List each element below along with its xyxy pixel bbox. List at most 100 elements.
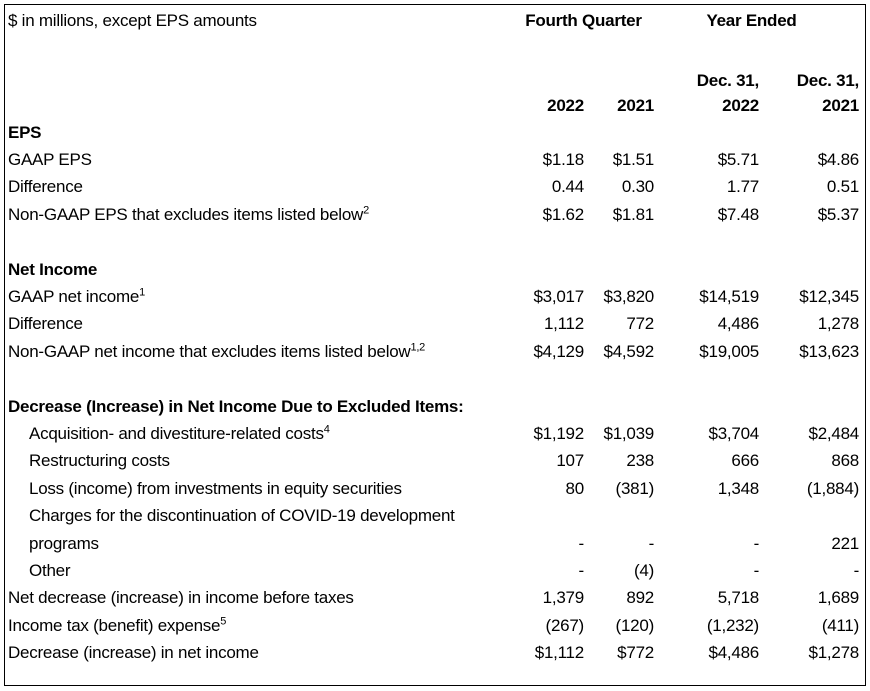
row-label: Net decrease (increase) in income before… — [5, 585, 489, 612]
cell-value: $13,623 — [799, 341, 859, 361]
row-label: Non-GAAP EPS that excludes items listed … — [5, 201, 489, 228]
cell-value: (120) — [615, 615, 655, 635]
table-row: Difference 1,112 772 4,486 1,278 — [5, 311, 865, 338]
row-label: Non-GAAP net income that excludes items … — [5, 338, 489, 365]
cell-value: 1.77 — [726, 177, 759, 197]
cell-value: 666 — [731, 451, 759, 471]
cell-value — [654, 393, 759, 420]
table-row: programs - - - 221 — [5, 530, 865, 557]
row-label-text: Income tax (benefit) expense — [8, 615, 221, 635]
cell-value: $1,278 — [808, 643, 860, 663]
table-row: Other - (4) - - — [5, 557, 865, 584]
row-label: Acquisition- and divestiture-related cos… — [5, 420, 489, 447]
spacer-row — [5, 229, 865, 256]
row-label-text: Difference — [8, 314, 83, 334]
cell-value: $1,039 — [603, 423, 654, 443]
cell-value — [584, 393, 654, 420]
financial-reconciliation-sheet: $ in millions, except EPS amounts Fourth… — [4, 4, 866, 686]
cell-value: $5.37 — [817, 204, 860, 224]
row-label-text: Net decrease (increase) in income before… — [8, 588, 354, 608]
reconciliation-table: $ in millions, except EPS amounts Fourth… — [5, 5, 865, 667]
row-label-text: Acquisition- and divestiture-related cos… — [29, 423, 324, 443]
row-label-text: GAAP EPS — [8, 150, 92, 170]
cell-value — [759, 393, 865, 420]
row-label: Decrease (increase) in net income — [5, 639, 489, 666]
empty-cell — [5, 91, 489, 119]
cell-value: $1.51 — [612, 150, 655, 170]
footnote-superscript: 4 — [323, 423, 330, 436]
cell-value: $772 — [617, 643, 654, 663]
year-column-header: 2022 — [722, 96, 759, 115]
row-label-text: GAAP net income — [8, 287, 140, 307]
cell-value: 238 — [626, 451, 654, 471]
cell-value: 892 — [626, 588, 654, 608]
table-row: Restructuring costs 107 238 666 868 — [5, 448, 865, 475]
cell-value: (4) — [633, 560, 654, 580]
cell-value: $1,192 — [533, 423, 584, 443]
header-row-groups: $ in millions, except EPS amounts Fourth… — [5, 5, 865, 41]
cell-value: $1.81 — [612, 204, 655, 224]
footnote-superscript: 2 — [363, 204, 369, 217]
row-label-text: Restructuring costs — [29, 451, 170, 471]
cell-value: $4,486 — [708, 643, 759, 663]
cell-value: 1,112 — [543, 314, 584, 334]
cell-value: 0.51 — [826, 177, 859, 197]
cell-value: $12,345 — [799, 287, 859, 307]
year-column-header: 2021 — [617, 96, 654, 115]
table-row: GAAP EPS $1.18 $1.51 $5.71 $4.86 — [5, 146, 865, 173]
cell-value: 0.44 — [551, 177, 584, 197]
cell-value: $3,017 — [533, 287, 584, 307]
empty-cell — [489, 41, 584, 91]
cell-value: $5.71 — [717, 150, 760, 170]
row-label: Loss (income) from investments in equity… — [5, 475, 489, 502]
cell-value: 868 — [831, 451, 859, 471]
column-group-fourth-quarter: Fourth Quarter — [525, 11, 642, 30]
row-label-text: Difference — [8, 177, 83, 197]
cell-value: $1.62 — [542, 204, 585, 224]
cell-value: 5,718 — [717, 588, 760, 608]
row-label: GAAP net income1 — [5, 283, 489, 310]
row-label: Other — [5, 557, 489, 584]
cell-value: (381) — [615, 478, 655, 498]
cell-value: - — [578, 560, 585, 580]
spacer-row — [5, 366, 865, 393]
section-label: Decrease (Increase) in Net Income Due to… — [5, 393, 489, 420]
row-label-text: Decrease (increase) in net income — [8, 643, 259, 663]
cell-value: 107 — [556, 451, 584, 471]
cell-value — [654, 256, 759, 283]
year-column-header: 2021 — [822, 96, 859, 115]
cell-value: $1.18 — [542, 150, 585, 170]
cell-value: 221 — [831, 533, 859, 553]
cell-value: $1,112 — [534, 643, 584, 663]
row-label-text: Decrease (Increase) in Net Income Due to… — [8, 396, 464, 416]
table-row: Income tax (benefit) expense5 (267) (120) (… — [5, 612, 865, 639]
cell-value: - — [853, 560, 860, 580]
row-label-text: Non-GAAP EPS that excludes items listed … — [8, 204, 364, 224]
header-row-years: 2022 2021 2022 2021 — [5, 91, 865, 119]
row-label-text: programs — [29, 533, 99, 553]
table-row: GAAP net income1 $3,017 $3,820 $14,519 $12,3… — [5, 283, 865, 310]
row-label: Difference — [5, 174, 489, 201]
cell-value: $4,592 — [603, 341, 654, 361]
cell-value — [584, 119, 654, 146]
table-row: Net decrease (increase) in income before… — [5, 585, 865, 612]
row-label: Income tax (benefit) expense5 — [5, 612, 489, 639]
row-label: GAAP EPS — [5, 146, 489, 173]
cell-value: (267) — [545, 615, 585, 635]
cell-value: 1,348 — [717, 478, 760, 498]
cell-value — [584, 502, 654, 529]
footnote-superscript: 1 — [139, 286, 145, 299]
section-label: Net Income — [5, 256, 489, 283]
cell-value — [654, 119, 759, 146]
cell-value — [489, 119, 584, 146]
cell-value: $3,820 — [603, 287, 654, 307]
cell-value: (411) — [821, 615, 859, 635]
table-row: Non-GAAP EPS that excludes items listed … — [5, 201, 865, 228]
column-group-year-ended: Year Ended — [706, 11, 797, 30]
table-row: Decrease (increase) in net income $1,112 $… — [5, 639, 865, 666]
cell-value: 1,379 — [542, 588, 585, 608]
cell-value: - — [578, 533, 585, 553]
table-row: Loss (income) from investments in equity… — [5, 475, 865, 502]
table-row: Charges for the discontinuation of COVID… — [5, 502, 865, 529]
cell-value: - — [753, 533, 760, 553]
